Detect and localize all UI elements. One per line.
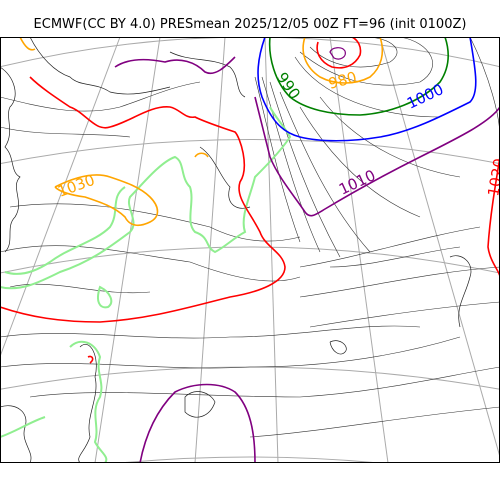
isobar-1040d xyxy=(69,340,108,463)
map-title: ECMWF(CC BY 4.0) PRESmean 2025/12/05 00Z… xyxy=(33,17,467,32)
isobar-990 xyxy=(268,37,450,116)
isobar-1030 xyxy=(54,174,159,227)
pressure-map: 1030 990 980 1000 1010 1020 xyxy=(0,37,500,463)
label-1010: 1010 xyxy=(336,166,378,198)
isobar-1020b xyxy=(487,156,500,278)
isobar-1020c xyxy=(87,355,94,364)
isobar-1040b xyxy=(4,186,126,275)
label-980: 980 xyxy=(326,68,358,93)
isobar-970-center xyxy=(329,47,346,60)
isobar-1040e xyxy=(0,416,46,438)
label-1000: 1000 xyxy=(404,80,446,112)
isobar-1030c xyxy=(19,37,36,51)
isobar-1040c xyxy=(97,285,113,309)
isobar-1010 xyxy=(254,96,500,217)
coastlines xyxy=(0,37,472,463)
isobar-1010c xyxy=(114,56,236,75)
isobar-970 xyxy=(316,37,362,69)
isobar-1010b xyxy=(139,383,256,463)
label-1020: 1020 xyxy=(484,157,500,198)
isobars-minor xyxy=(0,37,500,438)
isobar-1030b xyxy=(194,152,209,158)
isobar-1000 xyxy=(257,37,477,142)
isobar-1020 xyxy=(0,76,286,323)
isobar-980 xyxy=(302,37,384,84)
label-990: 990 xyxy=(273,69,304,103)
graticule xyxy=(0,37,500,463)
isobar-1040 xyxy=(0,106,292,290)
